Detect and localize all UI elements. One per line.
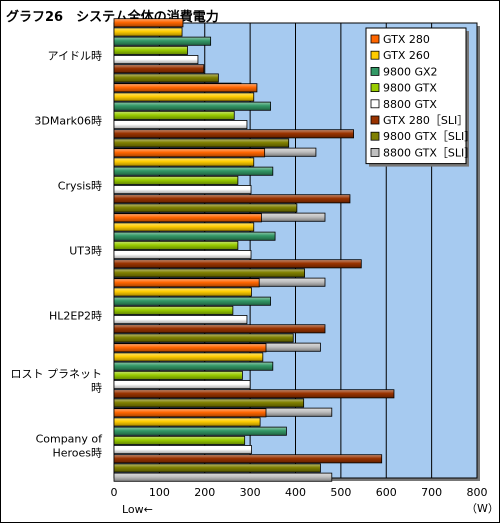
legend-label: 8800 GTX xyxy=(383,98,437,111)
bar xyxy=(113,166,274,176)
bar xyxy=(113,157,255,167)
bar xyxy=(113,148,266,158)
bar xyxy=(113,408,267,418)
x-tick-label: 0 xyxy=(111,486,118,499)
bar xyxy=(113,343,267,353)
legend-swatch xyxy=(370,67,380,76)
legend-label: GTX 260 xyxy=(383,49,430,62)
legend-swatch xyxy=(370,147,380,157)
bar xyxy=(113,472,333,482)
bar xyxy=(113,268,305,278)
bar xyxy=(113,175,239,185)
category-label: Company of xyxy=(36,433,104,446)
bar xyxy=(113,101,271,111)
category-label: HL2EP2時 xyxy=(49,310,102,323)
x-tick-label: 200 xyxy=(194,486,215,499)
bar xyxy=(113,398,305,408)
bar xyxy=(113,92,255,102)
legend-swatch xyxy=(370,131,380,141)
legend-label: 9800 GX2 xyxy=(383,65,438,78)
x-tick-label: 400 xyxy=(285,486,306,499)
legend-label: 8800 GTX［SLI］ xyxy=(383,146,475,159)
bar xyxy=(113,315,248,325)
bar xyxy=(113,73,219,83)
legend-swatch xyxy=(370,83,380,92)
legend-swatch xyxy=(370,34,380,44)
x-tick-label: 100 xyxy=(149,486,170,499)
bar xyxy=(113,55,199,65)
bar xyxy=(113,64,205,74)
category-label: UT3時 xyxy=(69,245,102,258)
x-tick-label: 800 xyxy=(467,486,488,499)
axis-low-label: Low← xyxy=(122,503,153,516)
bar xyxy=(113,250,252,260)
bar xyxy=(113,287,252,297)
bar xyxy=(113,454,383,464)
category-label: アイドル時 xyxy=(48,50,102,63)
bar xyxy=(113,45,188,55)
bar xyxy=(113,83,258,93)
bar xyxy=(113,27,183,37)
bar xyxy=(113,305,234,315)
bar xyxy=(113,203,298,213)
category-label: 時 xyxy=(91,382,102,395)
bar xyxy=(113,110,235,120)
bar xyxy=(113,361,274,371)
x-tick-label: 500 xyxy=(330,486,351,499)
bar xyxy=(113,435,246,445)
bar xyxy=(113,18,184,28)
bar xyxy=(113,463,321,473)
legend-label: 9800 GTX［SLI］ xyxy=(383,130,475,143)
legend-box xyxy=(365,27,467,165)
bar xyxy=(113,36,212,46)
bar xyxy=(113,213,262,223)
legend-label: GTX 280 xyxy=(383,33,430,46)
bar xyxy=(113,389,395,399)
category-label: Heroes時 xyxy=(52,447,102,460)
legend-label: 9800 GTX xyxy=(383,82,437,95)
legend-swatch xyxy=(370,50,380,60)
bar xyxy=(113,185,252,195)
x-tick-label: 700 xyxy=(421,486,442,499)
bar xyxy=(113,333,294,343)
legend-label: GTX 280［SLI］ xyxy=(383,114,468,127)
legend-swatch xyxy=(370,115,380,125)
bar xyxy=(113,324,326,334)
bar xyxy=(113,259,362,269)
x-tick-label: 300 xyxy=(240,486,261,499)
bar xyxy=(113,129,354,139)
category-label: ロスト プラネット xyxy=(11,368,103,381)
bar xyxy=(113,222,255,232)
bar xyxy=(113,194,351,204)
bar xyxy=(113,296,271,306)
bar xyxy=(113,370,243,380)
bar xyxy=(113,380,251,390)
category-label: 3DMark06時 xyxy=(34,115,102,128)
bar xyxy=(113,417,261,427)
bar xyxy=(113,445,252,455)
unit-label: （W） xyxy=(466,502,499,515)
bar xyxy=(113,426,287,436)
legend-swatch xyxy=(370,99,380,109)
bar xyxy=(113,352,264,362)
bar xyxy=(113,278,260,288)
bar xyxy=(113,240,239,250)
bar xyxy=(113,138,290,148)
category-label: Crysis時 xyxy=(58,180,102,193)
bar xyxy=(113,120,248,130)
bar xyxy=(113,231,276,241)
x-tick-label: 600 xyxy=(376,486,397,499)
